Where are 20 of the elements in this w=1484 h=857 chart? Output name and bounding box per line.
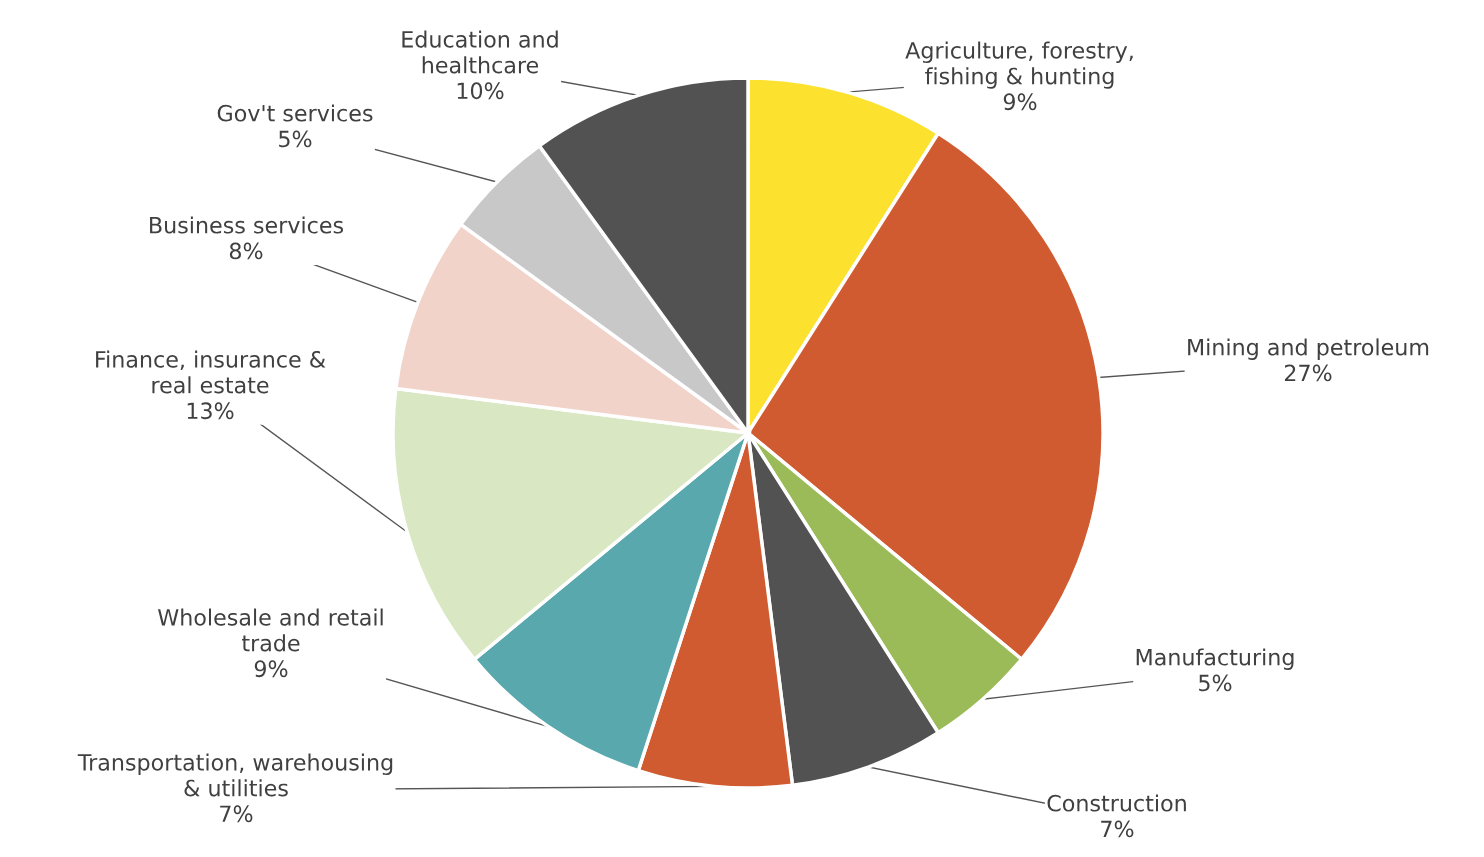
slice-label: Finance, insurance & real estate bbox=[96, 350, 326, 394]
data-label: 9% bbox=[1003, 93, 1037, 111]
slice-label: Agriculture, forestry, fishing & hunting bbox=[905, 41, 1133, 89]
slice-label: Mining and petroleum bbox=[1188, 338, 1429, 360]
slice-label: Wholesale and retail trade bbox=[158, 608, 383, 652]
data-label: 9% bbox=[254, 660, 288, 678]
slice-label: Construction bbox=[1047, 794, 1186, 812]
slice-label: Education and healthcare bbox=[402, 30, 558, 74]
data-label: 7% bbox=[1101, 820, 1134, 838]
data-label: 10% bbox=[457, 82, 504, 100]
data-label: 27% bbox=[1284, 364, 1332, 382]
slice-label: Manufacturing bbox=[1136, 648, 1294, 670]
slice-label: Gov't services bbox=[217, 104, 373, 122]
data-label: 8% bbox=[229, 242, 263, 260]
data-label: 5% bbox=[1199, 674, 1232, 692]
data-label: 5% bbox=[279, 130, 312, 148]
slice-label: Transportation, warehousing & utilities bbox=[77, 753, 393, 797]
data-label: 13% bbox=[187, 402, 234, 420]
data-label: 7% bbox=[220, 805, 253, 823]
slice-label: Business services bbox=[150, 216, 344, 234]
